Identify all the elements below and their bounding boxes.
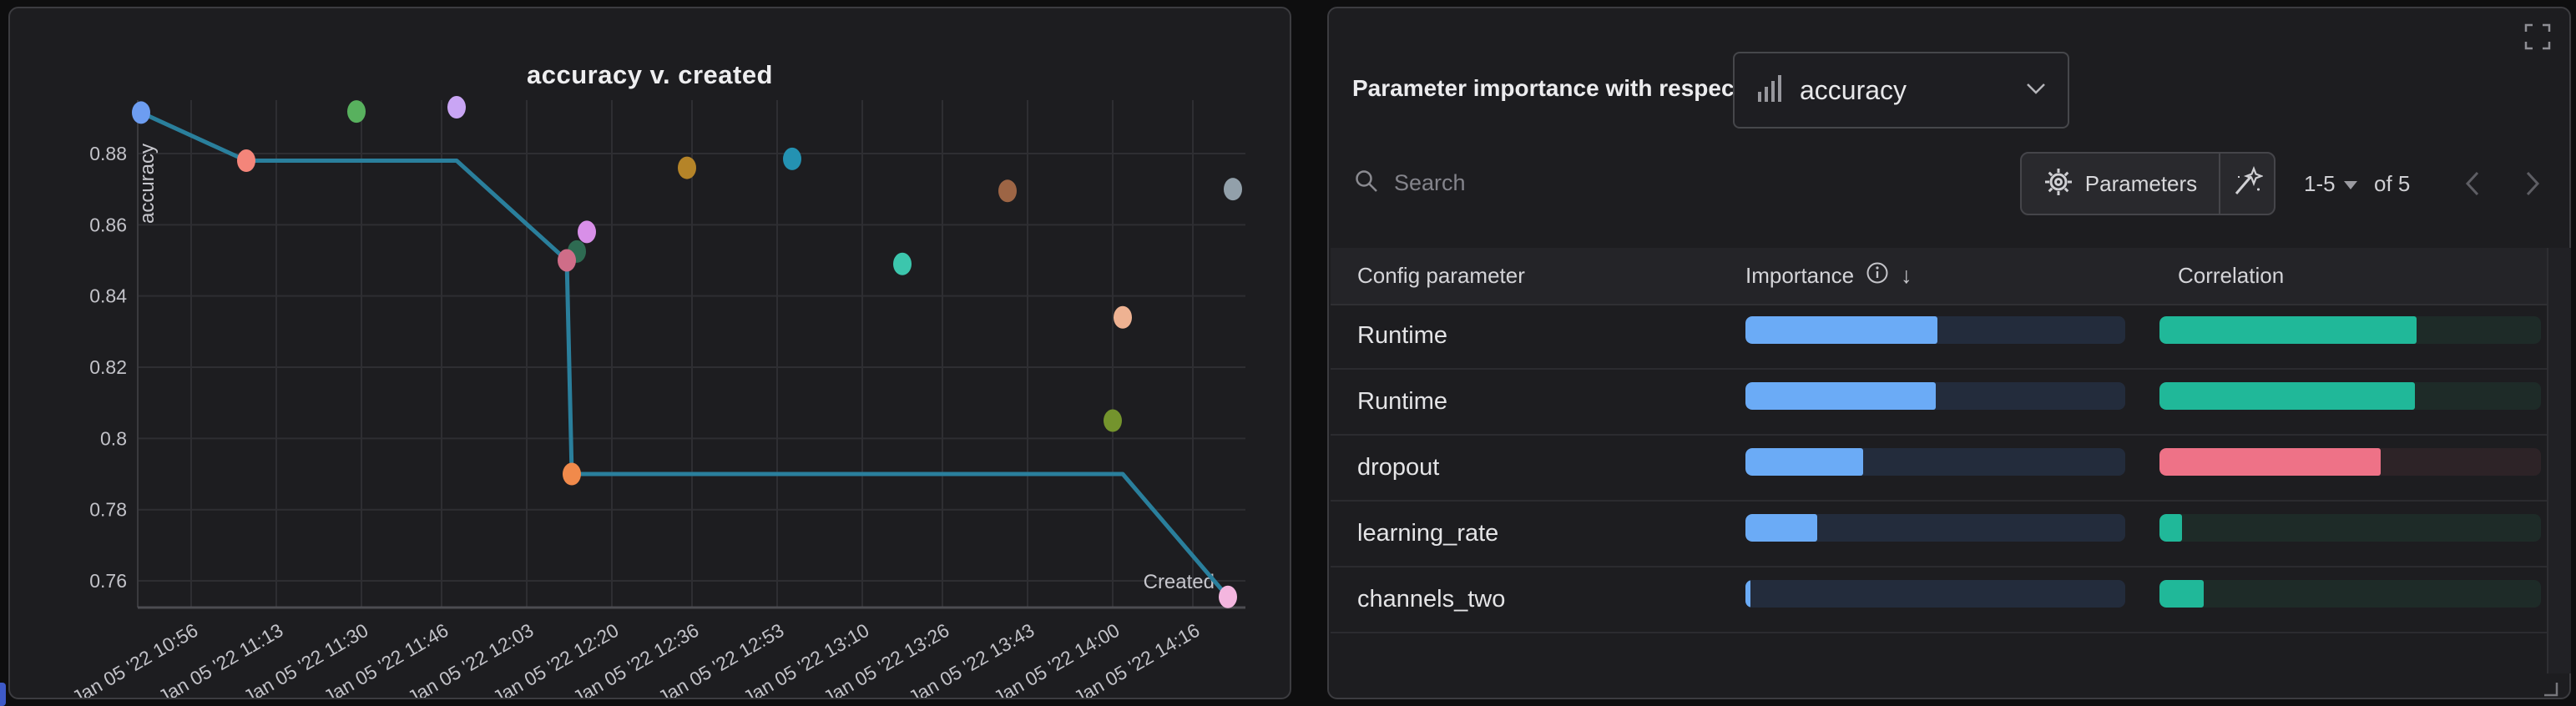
- caret-down-icon: [2343, 181, 2357, 189]
- importance-bar: [1745, 382, 1936, 410]
- correlation-bar-track: [2159, 514, 2541, 542]
- run-point[interactable]: [998, 179, 1017, 203]
- importance-header-label: Importance: [1745, 263, 1855, 288]
- sort-descending-icon: ↓: [1901, 263, 1912, 288]
- y-tick-label: 0.86: [89, 214, 127, 235]
- importance-bar: [1745, 316, 1937, 344]
- column-header-config-parameter: Config parameter: [1357, 263, 1525, 288]
- panel-header-label: Parameter importance with respect to: [1352, 75, 1771, 101]
- background-accent-sliver: [0, 683, 6, 706]
- table-row: channels_two: [1331, 567, 2569, 633]
- y-tick-label: 0.82: [89, 356, 127, 378]
- y-tick-label: 0.76: [89, 570, 127, 592]
- correlation-bar-track: [2159, 382, 2541, 410]
- importance-bar-track: [1745, 448, 2125, 476]
- correlation-bar: [2159, 382, 2416, 410]
- previous-page-button[interactable]: [2454, 164, 2491, 204]
- importance-bar: [1745, 514, 1818, 542]
- column-header-correlation: Correlation: [2178, 263, 2285, 288]
- run-point[interactable]: [678, 156, 696, 179]
- correlation-bar-track: [2159, 580, 2541, 608]
- run-point[interactable]: [447, 96, 466, 119]
- y-tick-label: 0.84: [89, 285, 127, 307]
- page-total-label: of 5: [2374, 171, 2411, 196]
- parameters-button[interactable]: Parameters: [2022, 154, 2219, 214]
- y-tick-label: 0.88: [89, 143, 127, 164]
- gear-icon: [2043, 167, 2073, 201]
- x-tick-label: Jan 05 '22 14:16: [1070, 619, 1204, 698]
- y-tick-label: 0.8: [100, 427, 127, 449]
- run-point[interactable]: [1104, 409, 1122, 432]
- parameter-importance-panel: Parameter importance with respect to acc…: [1327, 7, 2571, 699]
- importance-bar: [1745, 580, 1750, 608]
- y-axis-title: accuracy: [136, 144, 159, 224]
- config-parameter-name: Runtime: [1357, 322, 1447, 349]
- next-page-button[interactable]: [2514, 164, 2551, 204]
- table-row: dropout: [1331, 436, 2569, 502]
- importance-bar-track: [1745, 514, 2125, 542]
- run-point[interactable]: [1114, 305, 1132, 329]
- chart-panel: 0.88 0.86 0.84 0.82 0.8 0.78 0.76 Jan 05 '22 10…: [8, 7, 1291, 699]
- chart-title: accuracy v. created: [526, 60, 773, 89]
- run-point[interactable]: [558, 249, 576, 272]
- bar-chart-icon: [1756, 73, 1785, 108]
- metric-dropdown-value: accuracy: [1800, 74, 1907, 105]
- run-point[interactable]: [783, 147, 801, 170]
- magic-wand-button[interactable]: [2219, 154, 2274, 214]
- importance-bar-track: [1745, 382, 2125, 410]
- parameters-button-group: Parameters: [2020, 152, 2275, 215]
- magic-wand-icon: [2231, 165, 2265, 202]
- table-row: Runtime: [1331, 304, 2569, 370]
- panel-resize-handle[interactable]: [2541, 679, 2559, 702]
- search-input[interactable]: [1392, 169, 1696, 197]
- page-range-label: 1-5: [2304, 170, 2336, 196]
- x-axis-title: Created: [1144, 571, 1215, 593]
- column-header-importance[interactable]: Importance ↓: [1745, 261, 1912, 290]
- importance-bar-track: [1745, 316, 2125, 344]
- search-box: [1354, 157, 1721, 209]
- config-parameter-name: channels_two: [1357, 586, 1506, 613]
- run-point[interactable]: [893, 252, 912, 275]
- run-point[interactable]: [132, 101, 150, 124]
- config-parameter-name: dropout: [1357, 454, 1440, 481]
- table-header-row: Config parameter Importance ↓ Correlatio…: [1331, 248, 2569, 305]
- correlation-bar-track: [2159, 448, 2541, 476]
- table-row: learning_rate: [1331, 502, 2569, 567]
- page-range-dropdown[interactable]: 1-5: [2304, 152, 2357, 215]
- config-parameter-name: learning_rate: [1357, 520, 1499, 547]
- run-point[interactable]: [237, 149, 255, 173]
- best-accuracy-line: [139, 110, 1230, 598]
- config-parameter-name: Runtime: [1357, 388, 1447, 415]
- search-icon: [1354, 169, 1379, 198]
- importance-bar: [1745, 448, 1864, 476]
- metric-dropdown[interactable]: accuracy: [1733, 52, 2069, 129]
- run-point[interactable]: [578, 220, 596, 244]
- y-tick-label: 0.78: [89, 499, 127, 521]
- run-point[interactable]: [347, 100, 366, 124]
- scrollbar-gutter[interactable]: [2547, 248, 2571, 673]
- parameters-button-label: Parameters: [2084, 170, 2198, 196]
- correlation-bar: [2159, 514, 2183, 542]
- info-icon: [1866, 261, 1889, 290]
- table-row: Runtime: [1331, 370, 2569, 436]
- importance-bar-track: [1745, 580, 2125, 608]
- correlation-bar-track: [2159, 316, 2541, 344]
- chevron-down-icon: [2026, 82, 2046, 99]
- run-point[interactable]: [1219, 585, 1237, 608]
- correlation-bar: [2159, 580, 2204, 608]
- correlation-bar: [2159, 316, 2417, 344]
- correlation-bar: [2159, 448, 2382, 476]
- run-point[interactable]: [563, 462, 581, 486]
- fullscreen-icon[interactable]: [2521, 20, 2554, 53]
- run-point[interactable]: [1224, 178, 1242, 201]
